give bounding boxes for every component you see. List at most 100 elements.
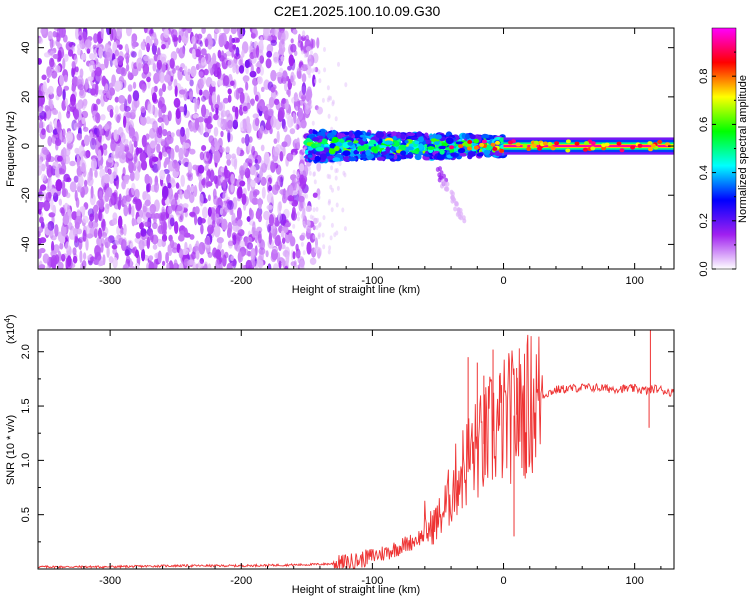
- spectrogram-cell: [303, 53, 307, 58]
- spectrogram-cell: [46, 66, 52, 78]
- spectrogram-cell: [180, 126, 185, 137]
- spectrogram-cell: [265, 58, 272, 69]
- spectrogram-cell: [400, 133, 406, 140]
- spectrogram-cell: [252, 28, 257, 35]
- spectrogram-cell: [246, 216, 251, 222]
- spectrogram-cell: [244, 59, 250, 69]
- spectrogram-cell: [166, 262, 170, 269]
- spectrogram-cell: [288, 54, 294, 67]
- spectrogram-cell: [170, 132, 175, 138]
- spectrogram-cell: [216, 237, 224, 244]
- spectrogram-cell: [252, 77, 259, 87]
- spectrogram-cell: [129, 242, 134, 249]
- spectrogram-cell: [337, 61, 340, 67]
- spectrogram-cell: [169, 58, 175, 69]
- spectrogram-cell: [153, 72, 160, 84]
- spectrogram-cell: [97, 187, 104, 201]
- spectrogram-cell: [38, 264, 46, 269]
- spectrogram-cell: [140, 228, 147, 237]
- spectrogram-cell: [128, 140, 133, 154]
- spectrogram-cell: [604, 142, 610, 147]
- spectrogram-cell: [225, 146, 230, 153]
- spectrogram-cell: [305, 104, 309, 110]
- spectrogram-x-axis-label: Height of straight line (km): [292, 284, 420, 296]
- spectrogram-cell: [250, 180, 256, 188]
- spectrogram-cell: [158, 88, 163, 97]
- spectrogram-cell: [180, 174, 185, 187]
- spectrogram-cell: [266, 204, 274, 210]
- spectrogram-cell: [57, 261, 64, 269]
- spectrogram-cell: [46, 77, 50, 83]
- snr-frame: [37, 329, 675, 570]
- spectrogram-cell: [308, 128, 314, 135]
- spectrogram-cell: [161, 220, 168, 233]
- spectrogram-cell: [63, 138, 67, 144]
- snr-y-multiplier-base: (x10: [5, 323, 17, 344]
- spectrogram-cell: [261, 162, 267, 173]
- spectrogram-cell: [118, 44, 123, 50]
- spectrogram-cell: [170, 29, 178, 39]
- spectrogram-cell: [296, 171, 299, 177]
- spectrogram-cell: [85, 150, 91, 159]
- spectrogram-cell: [187, 161, 193, 174]
- spectrogram-cell: [246, 102, 251, 110]
- spectrogram-cell: [253, 177, 260, 184]
- spectrogram-cell: [82, 185, 89, 195]
- spectrogram-cell: [329, 235, 333, 241]
- spectrogram-cell: [201, 104, 207, 118]
- spectrogram-cell: [444, 186, 449, 192]
- spectrogram-cell: [63, 85, 70, 91]
- spectrogram-cell: [315, 143, 322, 147]
- spectrogram-cell: [100, 114, 106, 121]
- spectrogram-cell: [163, 28, 170, 39]
- spectrogram-cell: [144, 173, 150, 185]
- spectrogram-cell: [299, 190, 303, 196]
- spectrogram-cell: [61, 207, 65, 217]
- spectrogram-cell: [439, 148, 445, 155]
- spectrogram-cell: [199, 193, 204, 207]
- spectrogram-cell: [83, 134, 90, 146]
- spectrogram-cell: [146, 42, 151, 53]
- spectrogram-cell: [438, 174, 443, 180]
- spectrogram-cell: [131, 99, 138, 112]
- spectrogram-cell: [385, 146, 391, 154]
- spectrogram-cell: [222, 191, 228, 202]
- spectrogram-cell: [249, 209, 254, 220]
- spectrogram-cell: [41, 163, 46, 172]
- snr-y-multiplier-exp: 4: [3, 318, 12, 323]
- spectrogram-cell: [279, 151, 284, 162]
- spectrogram-cell: [201, 145, 207, 152]
- spectrogram-cell: [323, 47, 326, 52]
- spectrogram-cell: [106, 246, 110, 258]
- spectrogram-cell: [267, 108, 274, 116]
- spectrogram-cell: [224, 165, 228, 178]
- spectrogram-cell: [490, 142, 496, 147]
- spectrogram-cell: [360, 153, 367, 159]
- spectrogram-cell: [210, 145, 216, 154]
- spectrogram-cell: [340, 133, 346, 138]
- spectrogram-cell: [255, 62, 262, 68]
- spectrogram-cell: [242, 75, 250, 82]
- spectrogram-cell: [167, 205, 173, 215]
- spectrogram-cell: [299, 163, 305, 172]
- spectrogram-cell: [574, 141, 580, 146]
- spectrogram-cell: [584, 141, 589, 146]
- spectrogram-cell: [297, 33, 302, 44]
- spectrogram-cell: [336, 185, 340, 191]
- spectrogram-cell: [301, 94, 306, 102]
- spectrogram-cell: [59, 74, 65, 87]
- spectrogram-cell: [316, 162, 322, 172]
- spectrogram-cell: [301, 49, 304, 55]
- spectrogram-cell: [330, 165, 334, 171]
- spectrogram-cell: [169, 217, 175, 227]
- spectrogram-cell: [38, 105, 43, 114]
- spectrogram-x-tick-label: -100: [361, 275, 383, 287]
- spectrogram-cell: [404, 154, 414, 159]
- spectrogram-cell: [282, 237, 286, 244]
- spectrogram-cell: [272, 228, 277, 240]
- spectrogram-cell: [252, 189, 260, 196]
- spectrogram-cell: [302, 147, 306, 153]
- spectrogram-cell: [42, 149, 50, 156]
- spectrogram-cell: [276, 130, 280, 143]
- spectrogram-cell: [435, 167, 440, 172]
